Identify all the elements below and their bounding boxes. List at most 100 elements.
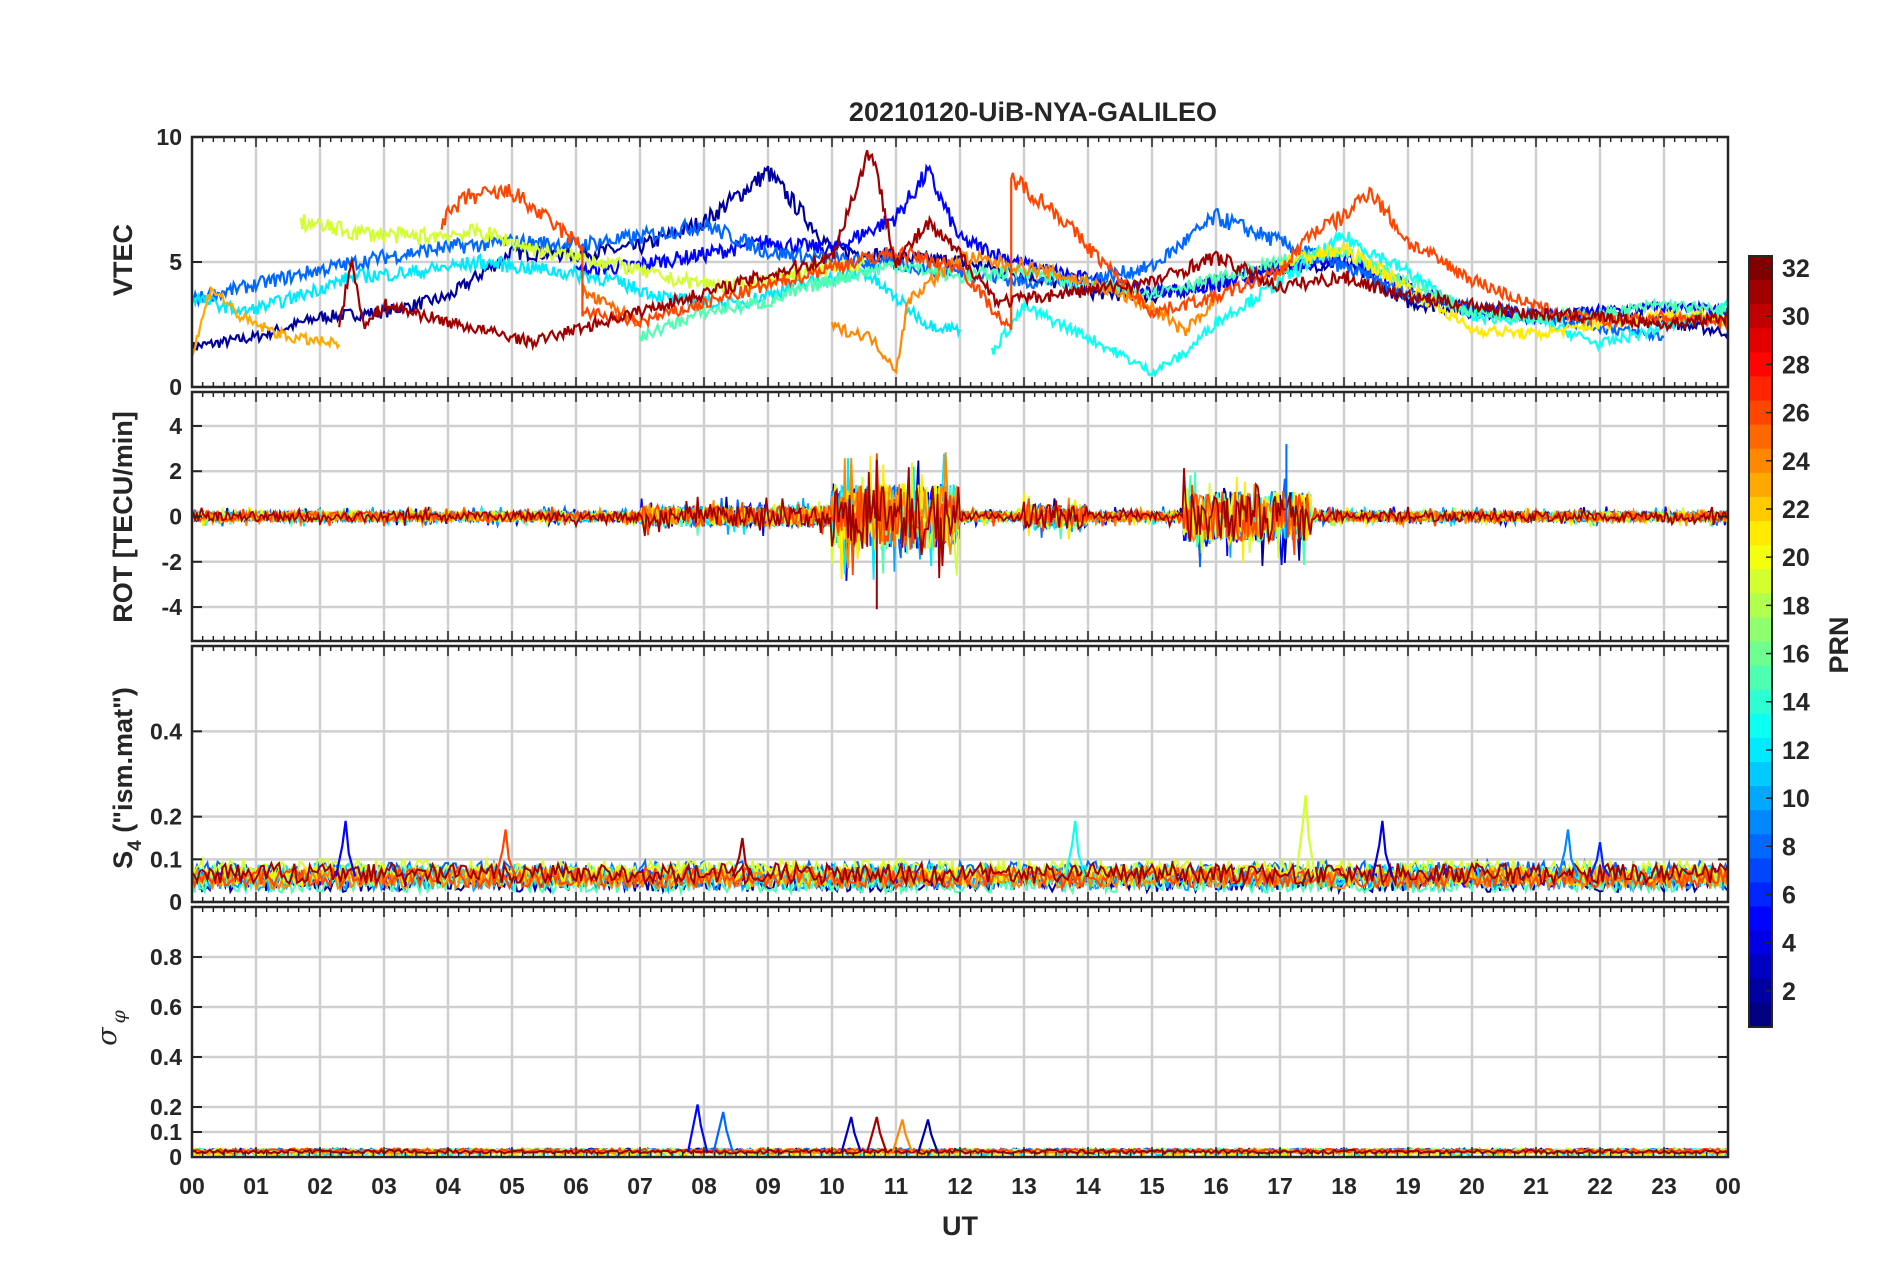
s4-label-main: S [108, 851, 138, 869]
sigma-peak [866, 1116, 888, 1153]
colorbar-tick-label: 30 [1782, 303, 1810, 331]
s4-label-sub: 4 [125, 840, 146, 851]
rot-ytick-label: -2 [162, 549, 182, 575]
s4-peak [731, 837, 753, 877]
x-tick-label: 05 [499, 1173, 525, 1199]
sigma-ytick-label: 0.4 [150, 1044, 182, 1070]
sigma-peak [712, 1111, 734, 1153]
x-tick-label: 12 [947, 1173, 973, 1199]
colorbar-tick-label: 6 [1782, 881, 1796, 909]
x-tick-label: 22 [1587, 1173, 1613, 1199]
colorbar-swatch [1749, 569, 1772, 594]
sigma-ytick-label: 0.1 [150, 1119, 182, 1145]
colorbar-tick-label: 16 [1782, 641, 1810, 669]
colorbar-tick-label: 26 [1782, 400, 1810, 428]
x-tick-label: 02 [307, 1173, 333, 1199]
x-tick-label: 06 [563, 1173, 589, 1199]
rot-ytick-label: -4 [162, 594, 183, 620]
x-tick-label: 11 [884, 1173, 909, 1199]
colorbar-swatch [1749, 424, 1772, 450]
colorbar-swatch [1749, 1002, 1772, 1028]
colorbar-swatch [1749, 376, 1772, 402]
rot-series-prn-31 [192, 467, 1728, 579]
colorbar-swatch [1749, 930, 1772, 956]
s4-label-rest: ("ism.mat") [108, 687, 138, 840]
x-tick-label: 09 [755, 1173, 781, 1199]
colorbar-swatch [1749, 496, 1772, 522]
colorbar-tick-label: 10 [1782, 785, 1810, 813]
s4-peak [1064, 820, 1086, 877]
sigma-label-main: σ [92, 1026, 123, 1046]
vtec-series-prn-26 [440, 172, 1728, 331]
rot-series-group [192, 444, 1728, 610]
colorbar-swatch [1749, 472, 1772, 498]
x-tick-label: 17 [1267, 1173, 1293, 1199]
vtec-ytick-label: 10 [156, 124, 182, 150]
x-tick-label: 23 [1651, 1173, 1677, 1199]
rot-panel: -4 -2 0 2 4 [162, 390, 1730, 643]
colorbar-swatch [1749, 834, 1772, 859]
sigma-ytick-label: 0.8 [150, 944, 182, 970]
s4-axis-label: S4 ("ism.mat") [108, 687, 146, 869]
colorbar-swatch [1749, 858, 1772, 884]
colorbar-label: PRN [1824, 616, 1854, 673]
colorbar-tick-label: 12 [1782, 737, 1810, 765]
rot-ytick-label: 4 [169, 413, 182, 439]
x-tick-label: 08 [691, 1173, 717, 1199]
colorbar-tick-label: 4 [1782, 930, 1796, 958]
s4-ytick-label: 0.4 [150, 718, 182, 744]
x-tick-label: 03 [371, 1173, 397, 1199]
colorbar-tick-label: 20 [1782, 544, 1810, 572]
colorbar-swatch [1749, 978, 1772, 1004]
sigma-peak [917, 1119, 939, 1153]
colorbar-swatch [1749, 954, 1772, 980]
x-tick-label: 04 [435, 1173, 461, 1199]
colorbar-tick-label: 32 [1782, 255, 1810, 283]
colorbar-swatch [1749, 352, 1772, 378]
colorbar-swatch [1749, 906, 1772, 932]
chart-title: 20210120-UiB-NYA-GALILEO [849, 97, 1217, 127]
x-tick-label: 01 [243, 1173, 269, 1199]
rot-ytick-label: 0 [169, 504, 182, 530]
sigma-label-sub: φ [108, 1009, 130, 1023]
x-tick-label: 14 [1075, 1173, 1101, 1199]
sigma-peak [840, 1116, 862, 1153]
vtec-series-prn-24 [830, 249, 1217, 375]
x-tick-label: 13 [1011, 1173, 1037, 1199]
x-tick-label: 00 [1715, 1173, 1741, 1199]
sigma-phi-axis-label: σφ [92, 1009, 130, 1045]
colorbar-swatch [1749, 304, 1772, 329]
colorbar-swatch [1749, 617, 1772, 643]
rot-axis-label: ROT [TECU/min] [108, 411, 138, 622]
s4-peak [494, 829, 517, 877]
colorbar-swatch [1749, 810, 1772, 835]
colorbar-tick-label: 24 [1782, 448, 1810, 476]
colorbar-swatch [1749, 448, 1772, 474]
colorbar-swatch [1749, 786, 1772, 811]
vtec-ytick-label: 5 [169, 249, 182, 275]
colorbar-swatch [1749, 689, 1772, 715]
vtec-series-group [192, 149, 1728, 379]
x-tick-label: 20 [1459, 1173, 1485, 1199]
sigma-phi-panel: 00.10.2 0.4 0.6 0.8 [150, 905, 1730, 1170]
s4-ytick-label: 0 [169, 889, 182, 915]
s4-peak [1371, 820, 1394, 877]
sigma-ytick-label: 0.6 [150, 994, 182, 1020]
vtec-series-prn-31 [338, 149, 1728, 352]
x-tick-label: 10 [819, 1173, 845, 1199]
colorbar-swatch [1749, 713, 1772, 739]
colorbar-swatch [1749, 521, 1772, 546]
colorbar-swatch [1749, 328, 1772, 353]
vtec-series-prn-13 [990, 230, 1728, 379]
s4-series-prn-31 [192, 859, 1728, 888]
colorbar-tick-label: 28 [1782, 351, 1810, 379]
x-tick-label: 00 [179, 1173, 205, 1199]
colorbar-frame [1748, 255, 1773, 1028]
s4-ytick-label: 0.2 [150, 804, 182, 830]
colorbar-swatch [1749, 737, 1772, 763]
colorbar-swatch [1749, 641, 1772, 667]
s4-ytick-label: 0.1 [150, 846, 182, 872]
vtec-ytick-label: 0 [169, 374, 182, 400]
